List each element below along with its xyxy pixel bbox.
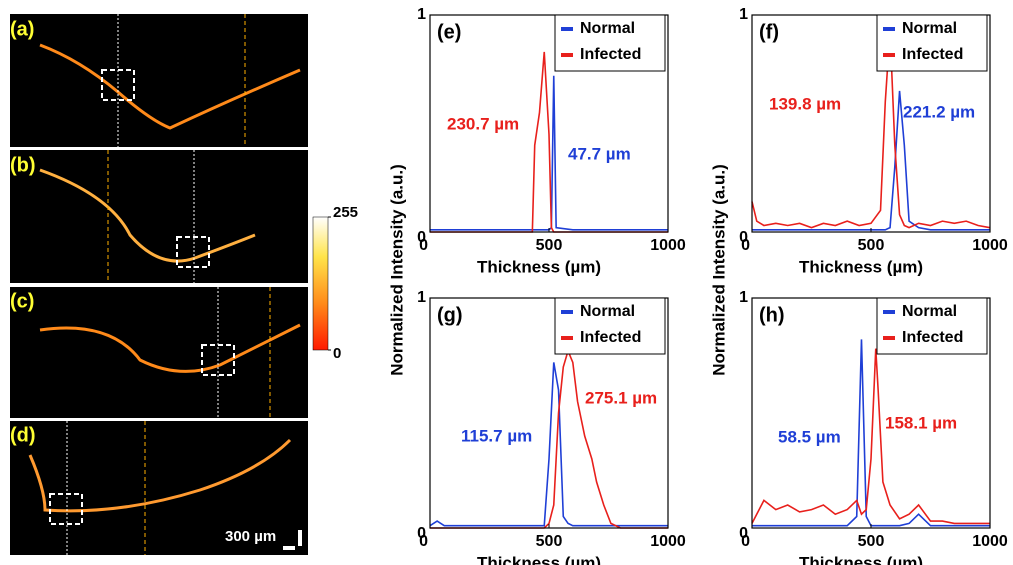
series-line [429, 362, 668, 527]
colorbar-label: 0 [333, 345, 341, 362]
annotation: 221.2 µm [903, 102, 975, 121]
y-axis-label: Normalized Intensity (a.u.) [387, 164, 406, 376]
series-line [751, 348, 990, 525]
legend-box [876, 297, 988, 355]
legend-label: Normal [580, 20, 635, 37]
panel-label: (a) [10, 18, 34, 40]
legend-label: Normal [902, 303, 957, 320]
tissue [39, 43, 301, 130]
series-line [430, 75, 668, 231]
panel-title: (h) [759, 304, 785, 326]
scale-bar [298, 530, 302, 546]
roi [101, 69, 135, 101]
y-tick-label: 1 [739, 289, 748, 306]
annotation: 230.7 µm [447, 114, 519, 133]
y-tick-label: 0 [417, 525, 426, 542]
x-tick-label: 1000 [650, 237, 686, 254]
x-axis-label: Thickness (µm) [799, 553, 923, 565]
legend-box [554, 14, 666, 72]
series-line [751, 30, 991, 229]
tissue [39, 323, 301, 373]
colorbar-label: 255 [333, 204, 358, 221]
y-tick-label: 1 [739, 6, 748, 23]
x-tick-label: 0 [741, 533, 750, 550]
image-b [10, 150, 308, 283]
image-a [10, 14, 308, 147]
x-tick-label: 0 [419, 237, 428, 254]
annotation: 158.1 µm [885, 413, 957, 432]
panel-title: (f) [759, 21, 779, 43]
annotation: 275.1 µm [585, 388, 657, 407]
x-tick-label: 500 [858, 533, 885, 550]
panel-label: (b) [10, 154, 36, 176]
legend-box [554, 297, 666, 355]
tissue [28, 438, 292, 513]
x-axis-label: Thickness (µm) [477, 257, 601, 276]
legend-label: Normal [902, 20, 957, 37]
roi [201, 344, 235, 376]
x-tick-label: 1000 [972, 237, 1008, 254]
legend-label: Infected [902, 46, 963, 63]
image-d [10, 421, 308, 555]
annotation: 139.8 µm [769, 94, 841, 113]
panel-label: (d) [10, 424, 36, 446]
legend-label: Normal [580, 303, 635, 320]
x-tick-label: 500 [536, 533, 563, 550]
y-tick-label: 1 [417, 289, 426, 306]
annotation: 47.7 µm [568, 144, 631, 163]
x-tick-label: 0 [419, 533, 428, 550]
roi [176, 236, 210, 268]
y-tick-label: 0 [417, 229, 426, 246]
y-axis-label: Normalized Intensity (a.u.) [709, 164, 728, 376]
x-tick-label: 0 [741, 237, 750, 254]
panel-title: (g) [437, 304, 463, 326]
tissue [39, 168, 256, 263]
annotation: 58.5 µm [778, 427, 841, 446]
image-c [10, 287, 308, 418]
colorbar [312, 216, 329, 351]
x-axis-label: Thickness (µm) [477, 553, 601, 565]
legend-label: Infected [902, 329, 963, 346]
legend-box [876, 14, 988, 72]
y-tick-label: 0 [739, 525, 748, 542]
x-tick-label: 500 [536, 237, 563, 254]
x-axis-label: Thickness (µm) [799, 257, 923, 276]
scale-bar [283, 546, 295, 550]
legend-label: Infected [580, 46, 641, 63]
legend-label: Infected [580, 329, 641, 346]
x-tick-label: 500 [858, 237, 885, 254]
series-line [430, 51, 668, 233]
series-line [752, 90, 990, 231]
panel-title: (e) [437, 21, 461, 43]
roi [49, 493, 83, 525]
y-tick-label: 0 [739, 229, 748, 246]
x-tick-label: 1000 [650, 533, 686, 550]
series-line [752, 339, 990, 527]
y-tick-label: 1 [417, 6, 426, 23]
panel-label: (c) [10, 290, 34, 312]
x-tick-label: 1000 [972, 533, 1008, 550]
annotation: 115.7 µm [461, 426, 532, 445]
scale-label: 300 µm [225, 528, 276, 545]
oct-images: 300 µm [10, 14, 329, 555]
